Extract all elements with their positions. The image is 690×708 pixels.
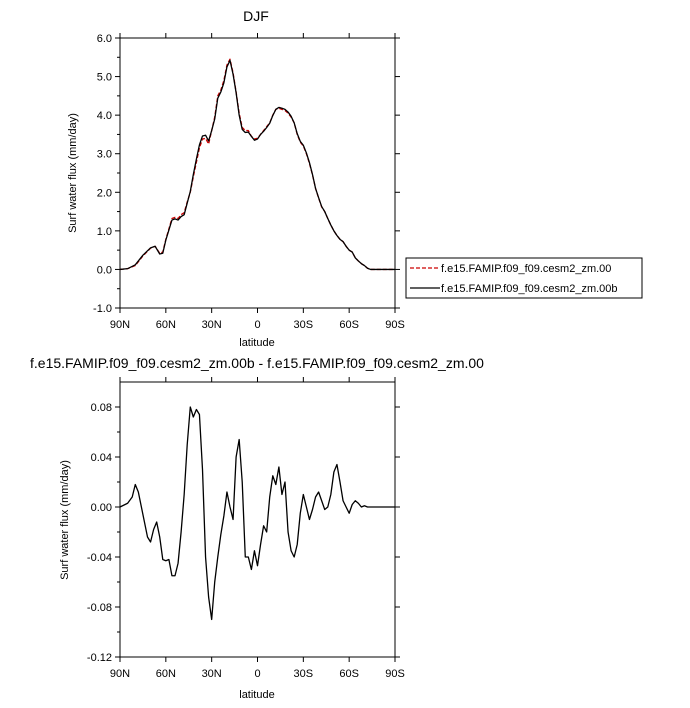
bottom-y-tick-label: -0.12 xyxy=(87,652,112,664)
bottom-series-lines xyxy=(119,406,395,621)
top-chart-title: DJF xyxy=(243,8,269,24)
legend-entry-00b: f.e15.FAMIP.f09_f09.cesm2_zm.00b xyxy=(441,283,618,295)
top-x-tick-label: 30S xyxy=(294,319,314,331)
top-y-tick-label: 5.0 xyxy=(97,72,112,84)
bottom-chart-title: f.e15.FAMIP.f09_f09.cesm2_zm.00b - f.e15… xyxy=(30,355,484,371)
top-series-line-0 xyxy=(119,58,395,271)
bottom-y-axis-label: Surf water flux (mm/day) xyxy=(59,460,71,580)
top-panel: DJF -1.0 0.0 1.0 2.0 3.0 4.0 5.0 6.0 90N 60N 30N 0… xyxy=(67,8,643,349)
bottom-x-tick-label: 60N xyxy=(156,668,176,680)
legend-box xyxy=(405,257,643,299)
top-y-tick-label: 2.0 xyxy=(97,187,112,199)
bottom-y-tick-label: -0.08 xyxy=(87,602,112,614)
bottom-x-tick-label: 90N xyxy=(110,668,130,680)
top-x-axis: 90N 60N 30N 0 30S 60S 90S xyxy=(110,33,405,331)
top-x-tick-label: 90N xyxy=(110,319,130,331)
bottom-x-tick-label: 30S xyxy=(294,668,314,680)
top-y-axis-label: Surf water flux (mm/day) xyxy=(67,113,79,233)
top-series-line-1 xyxy=(119,59,395,271)
bottom-plot-frame xyxy=(119,381,396,658)
top-series-lines xyxy=(119,58,395,271)
bottom-y-tick-label: 0.00 xyxy=(91,502,112,514)
bottom-series-line-0 xyxy=(119,406,395,621)
top-plot-frame xyxy=(119,37,396,309)
top-x-axis-label: latitude xyxy=(239,337,274,349)
top-y-tick-label: 6.0 xyxy=(97,33,112,45)
legend: f.e15.FAMIP.f09_f09.cesm2_zm.00 f.e15.FA… xyxy=(405,257,643,299)
bottom-x-tick-label: 0 xyxy=(254,668,260,680)
bottom-x-axis-label: latitude xyxy=(239,689,274,701)
top-y-tick-label: 1.0 xyxy=(97,226,112,238)
top-x-tick-label: 60S xyxy=(339,319,359,331)
bottom-x-tick-label: 30N xyxy=(202,668,222,680)
bottom-x-tick-label: 90S xyxy=(385,668,405,680)
legend-entry-00: f.e15.FAMIP.f09_f09.cesm2_zm.00 xyxy=(441,263,611,275)
top-y-tick-label: -1.0 xyxy=(93,303,112,315)
bottom-y-tick-label: 0.08 xyxy=(91,402,112,414)
bottom-y-axis: -0.12 -0.08 -0.04 0.00 0.04 0.08 xyxy=(87,402,400,664)
top-x-tick-label: 90S xyxy=(385,319,405,331)
bottom-y-tick-label: 0.04 xyxy=(91,452,112,464)
top-x-tick-label: 0 xyxy=(254,319,260,331)
top-y-tick-label: 0.0 xyxy=(97,264,112,276)
bottom-x-axis: 90N 60N 30N 0 30S 60S 90S xyxy=(110,377,405,680)
top-x-tick-label: 30N xyxy=(202,319,222,331)
top-y-tick-label: 3.0 xyxy=(97,149,112,161)
bottom-y-tick-label: -0.04 xyxy=(87,552,112,564)
bottom-x-tick-label: 60S xyxy=(339,668,359,680)
top-y-tick-label: 4.0 xyxy=(97,110,112,122)
top-y-axis: -1.0 0.0 1.0 2.0 3.0 4.0 5.0 6.0 xyxy=(93,33,400,315)
bottom-panel: f.e15.FAMIP.f09_f09.cesm2_zm.00b - f.e15… xyxy=(30,355,484,701)
top-x-tick-label: 60N xyxy=(156,319,176,331)
